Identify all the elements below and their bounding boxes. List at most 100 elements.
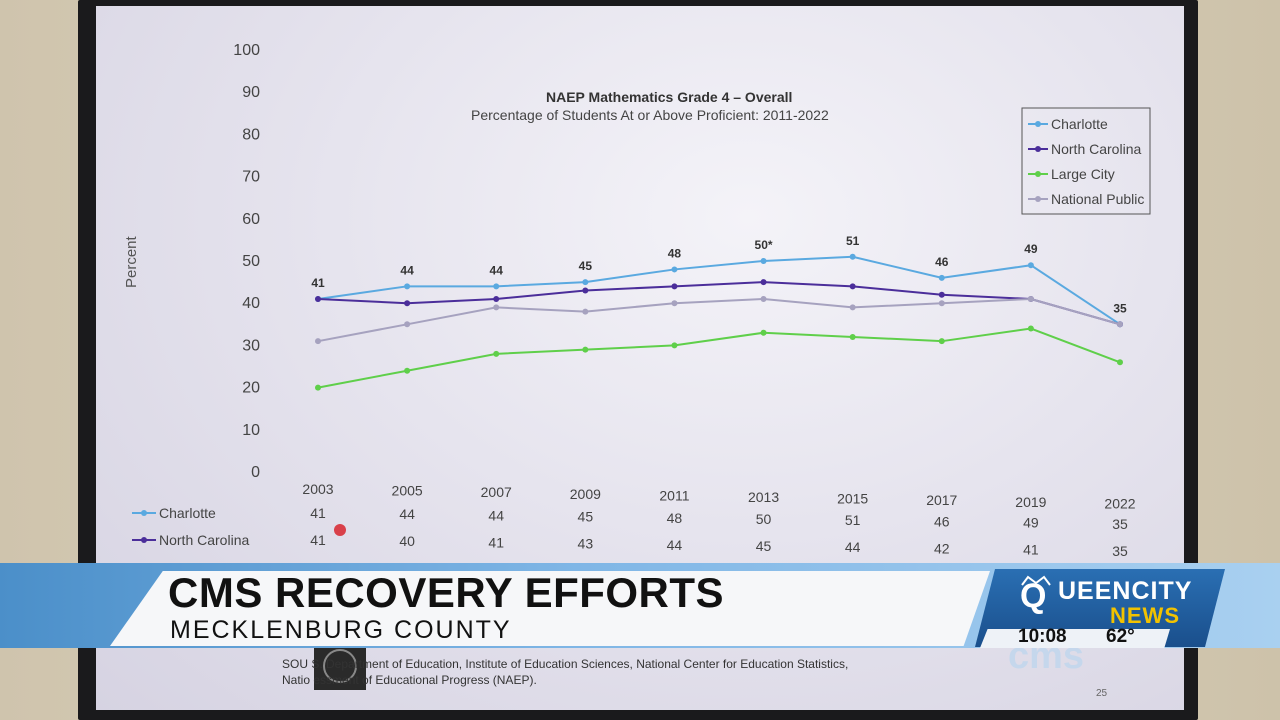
legend-marker (1035, 121, 1041, 127)
legend-marker (1035, 171, 1041, 177)
data-point (404, 283, 411, 290)
data-point (404, 300, 411, 307)
y-axis-ticks: 0 10 20 30 40 50 60 70 80 90 100 (233, 42, 260, 481)
legend-marker (1035, 196, 1041, 202)
y-tick-label: 20 (242, 380, 260, 397)
y-tick-label: 10 (242, 422, 260, 439)
series-lines (315, 253, 1123, 391)
table-cell: 41 (310, 505, 326, 521)
legend: Charlotte North Carolina Large City Nationa… (1021, 107, 1151, 215)
y-tick-label: 90 (242, 84, 260, 101)
data-label: 41 (311, 276, 325, 290)
x-tick-label: 2013 (748, 489, 779, 505)
table-cell: 44 (488, 507, 504, 523)
data-point (849, 253, 856, 260)
data-label: 51 (846, 234, 860, 248)
table-cell: 51 (845, 512, 861, 528)
table-cell: 35 (1112, 543, 1128, 559)
chart-title: NAEP Mathematics Grade 4 – Overall (546, 89, 792, 105)
table-cell: 44 (845, 539, 861, 555)
data-point (938, 338, 945, 345)
legend-label: Charlotte (1051, 116, 1108, 132)
data-point (760, 329, 767, 336)
data-point (404, 367, 411, 374)
table-row-label: North Carolina (159, 532, 249, 548)
chart-subtitle: Percentage of Students At or Above Profi… (471, 107, 829, 123)
table-cell: 45 (756, 538, 772, 554)
data-point (1027, 262, 1034, 269)
data-labels: 41 44 44 45 48 50* 51 46 49 35 (311, 234, 1127, 316)
subheadline: MECKLENBURG COUNTY (170, 616, 512, 644)
x-tick-label: 2017 (926, 492, 957, 508)
series-line (317, 297, 1121, 343)
data-label: 50* (755, 238, 773, 252)
crown-icon (1021, 575, 1051, 586)
x-tick-label: 2022 (1104, 495, 1135, 511)
y-tick-label: 30 (242, 337, 260, 354)
y-axis-label: Percent (123, 235, 140, 288)
table-cell: 45 (578, 509, 594, 525)
table-cell: 43 (578, 536, 594, 552)
data-point (315, 338, 321, 345)
data-label: 44 (400, 263, 414, 277)
news-lower-third: CMS RECOVERY EFFORTS MECKLENBURG COUNTY … (0, 563, 1280, 648)
brand-name: UEENCITY (1058, 577, 1193, 605)
data-point (582, 308, 589, 315)
y-tick-label: 80 (242, 126, 260, 143)
target-icon (323, 649, 357, 683)
data-table: Charlotte 41 44 44 45 48 50 51 46 49 35 North Carol… (132, 505, 1128, 559)
x-tick-label: 2009 (570, 486, 601, 502)
data-point (671, 283, 678, 290)
table-cell: 46 (934, 513, 950, 529)
table-cell: 44 (399, 506, 415, 522)
data-point (493, 283, 500, 290)
x-tick-label: 2003 (302, 481, 333, 497)
data-point (938, 300, 945, 307)
table-legend-marker (141, 537, 147, 543)
data-label: 35 (1113, 301, 1127, 315)
y-tick-label: 60 (242, 211, 260, 228)
data-point (671, 300, 678, 307)
table-cell: 49 (1023, 515, 1039, 531)
table-cell: 40 (399, 533, 415, 549)
source-line-2: Natio essment of Educational Progress (N… (282, 673, 537, 687)
y-tick-label: 40 (242, 295, 260, 312)
legend-label: National Public (1051, 191, 1144, 207)
y-tick-label: 0 (251, 464, 260, 481)
series-line (317, 327, 1121, 389)
data-point (671, 266, 678, 273)
slide-number: 25 (1096, 688, 1108, 699)
x-tick-label: 2019 (1015, 494, 1046, 510)
cursor-dot (334, 524, 346, 536)
table-cell: 44 (667, 537, 683, 553)
data-point (315, 295, 321, 302)
data-point (315, 384, 321, 391)
data-point (938, 291, 945, 298)
x-tick-label: 2007 (481, 484, 512, 500)
x-tick-label: 2011 (659, 487, 689, 503)
series-line (317, 281, 1121, 326)
table-cell: 41 (310, 532, 326, 548)
brand-news: NEWS (1110, 603, 1180, 628)
table-cell: 35 (1112, 516, 1128, 532)
x-axis-ticks: 2003 2005 2007 2009 2011 2013 2015 2017 2019 2022 (302, 481, 1135, 511)
headline-panel (110, 571, 990, 646)
data-point (760, 279, 767, 286)
data-point (760, 258, 767, 264)
table-cell: 50 (756, 511, 772, 527)
data-point (493, 304, 500, 311)
data-point (1117, 359, 1123, 366)
y-tick-label: 100 (233, 42, 260, 59)
data-point (493, 350, 500, 357)
table-legend-marker (141, 510, 147, 516)
clock-time: 10:08 (1018, 626, 1067, 647)
temperature: 62° (1106, 626, 1135, 647)
data-label: 46 (935, 255, 949, 269)
data-point (849, 333, 856, 340)
x-tick-label: 2015 (837, 491, 868, 507)
data-label: 48 (668, 246, 682, 260)
data-point (582, 346, 589, 353)
data-point (849, 304, 856, 311)
series-line (317, 255, 1121, 326)
data-label: 45 (579, 259, 593, 273)
